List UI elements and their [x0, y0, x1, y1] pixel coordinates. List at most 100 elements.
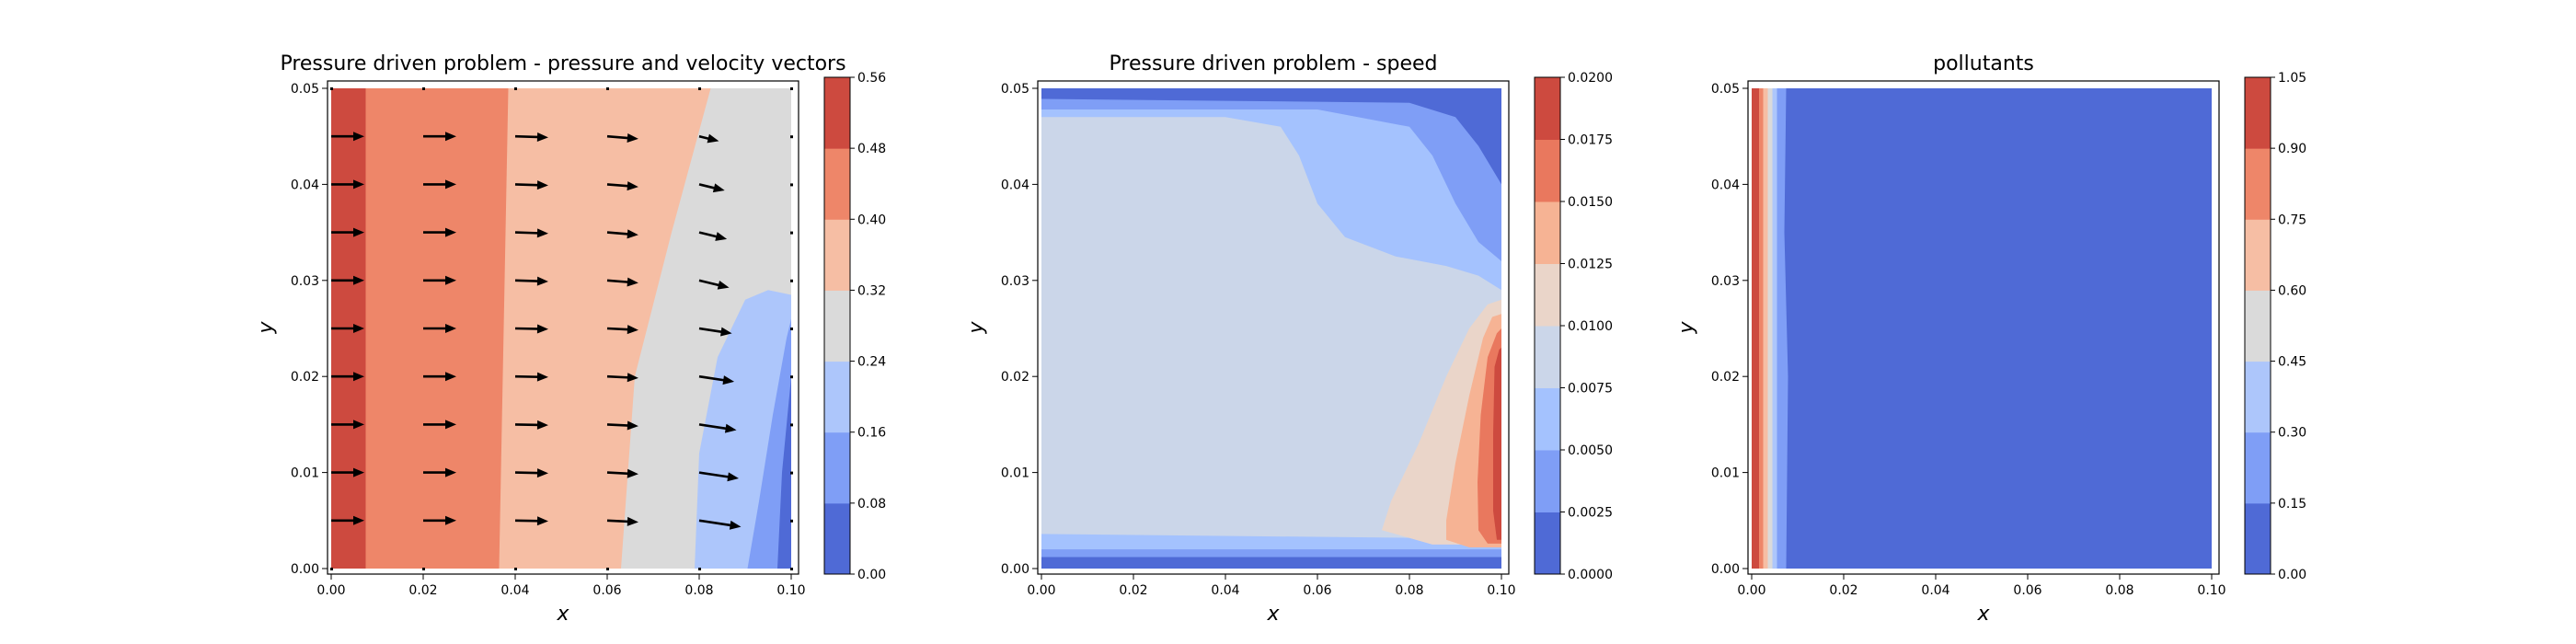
- colorbar-tick-label: 0.08: [857, 497, 886, 512]
- x-tick-label: 0.02: [1829, 583, 1857, 598]
- y-tick-label: 0.02: [1711, 370, 1740, 385]
- velocity-vector: [423, 420, 456, 430]
- x-tick-label: 0.04: [1211, 583, 1239, 598]
- x-tick-label: 0.06: [2013, 583, 2041, 598]
- colorbar-tick-label: 0.40: [857, 213, 886, 227]
- velocity-vector: [606, 87, 609, 90]
- chart-title: pollutants: [1933, 52, 2034, 75]
- colorbar-tick-label: 0.45: [2278, 355, 2306, 370]
- colorbar-segment: [824, 77, 850, 149]
- chart-title: Pressure driven problem - speed: [1110, 52, 1438, 75]
- velocity-vector: [698, 374, 735, 385]
- velocity-vector: [514, 324, 548, 334]
- y-tick-label: 0.01: [1711, 466, 1740, 481]
- colorbar-segment: [824, 290, 850, 362]
- colorbar-segment: [2245, 77, 2271, 149]
- y-tick-label: 0.04: [1711, 178, 1740, 192]
- velocity-vector: [514, 87, 517, 90]
- velocity-vector: [331, 275, 364, 285]
- velocity-vector: [606, 325, 638, 335]
- x-tick-label: 0.08: [2105, 583, 2133, 598]
- velocity-vector: [422, 87, 425, 90]
- velocity-vector: [423, 179, 456, 190]
- colorbar-tick-label: 0.0175: [1568, 133, 1613, 148]
- colorbar-tick-label: 0.0025: [1568, 506, 1613, 521]
- y-tick-label: 0.01: [1001, 466, 1029, 481]
- y-tick-label: 0.02: [1001, 370, 1029, 385]
- velocity-vector: [790, 423, 793, 427]
- contour-band: [1752, 88, 1755, 569]
- x-axis-label: x: [556, 603, 569, 626]
- x-tick-label: 0.00: [316, 583, 345, 598]
- velocity-vector: [698, 423, 737, 433]
- velocity-vector: [331, 420, 364, 430]
- colorbar-tick-label: 0.32: [857, 283, 886, 298]
- velocity-vector: [698, 87, 701, 90]
- colorbar-tick-label: 0.0050: [1568, 443, 1613, 458]
- y-tick-label: 0.03: [1001, 274, 1029, 289]
- colorbar-segment: [824, 431, 850, 504]
- velocity-vector: [330, 87, 333, 90]
- velocity-vector: [514, 568, 517, 570]
- x-axis: 0.00 0.02 0.04 0.06 0.08 0.10: [1027, 574, 1516, 598]
- x-tick-label: 0.06: [592, 583, 621, 598]
- x-tick-label: 0.02: [408, 583, 437, 598]
- contour-band: [331, 88, 509, 569]
- velocity-vector: [698, 568, 701, 570]
- y-tick-label: 0.00: [1001, 562, 1029, 577]
- colorbar-segment: [824, 219, 850, 291]
- x-tick-label: 0.10: [1487, 583, 1515, 598]
- colorbar-segment: [2245, 431, 2271, 504]
- velocity-vector: [331, 515, 364, 525]
- velocity-vector: [790, 279, 793, 282]
- velocity-vector: [698, 327, 732, 337]
- colorbar-tick-label: 0.60: [2278, 283, 2306, 298]
- colorbar: 0.00 0.08 0.16 0.24 0.32 0.40 0.48 0.56: [823, 71, 886, 582]
- x-tick-label: 0.00: [1737, 583, 1765, 598]
- colorbar-tick-label: 0.0150: [1568, 195, 1613, 210]
- colorbar-segment: [2245, 502, 2271, 575]
- axes-frame: [1037, 80, 1510, 575]
- velocity-vector: [606, 568, 609, 570]
- velocity-vector: [698, 471, 740, 482]
- colorbar-tick-label: 0.0100: [1568, 319, 1613, 334]
- colorbar-tick-label: 0.00: [2278, 568, 2306, 582]
- y-tick-label: 0.05: [1001, 82, 1029, 97]
- x-tick-label: 0.08: [1395, 583, 1423, 598]
- colorbar-tick-label: 1.05: [2278, 71, 2306, 86]
- x-tick-label: 0.10: [776, 583, 805, 598]
- chart-pollutants: pollutants 0.00 0.02 0.04 0.06 0.08 0.10 0.00…: [1675, 52, 2306, 626]
- velocity-vector: [514, 468, 548, 478]
- contour-band: [1493, 347, 1501, 540]
- x-axis: 0.00 0.02 0.04 0.06 0.08 0.10: [316, 574, 806, 598]
- y-tick-label: 0.03: [1711, 274, 1740, 289]
- y-tick-label: 0.03: [291, 274, 319, 289]
- colorbar-segment: [1535, 512, 1560, 575]
- velocity-vector: [790, 183, 793, 187]
- y-tick-label: 0.01: [291, 466, 319, 481]
- contour-band: [1041, 117, 1501, 540]
- colorbar-segment: [1535, 387, 1560, 451]
- velocity-vector: [423, 324, 456, 333]
- velocity-vector: [422, 568, 425, 570]
- velocity-vector: [331, 132, 364, 142]
- colorbar-tick-label: 0.56: [857, 71, 886, 86]
- velocity-vector: [790, 568, 793, 570]
- y-tick-label: 0.00: [291, 562, 319, 577]
- plot-area: [1748, 81, 2219, 574]
- velocity-vector: [331, 227, 364, 237]
- colorbar-segment: [2245, 148, 2271, 220]
- colorbar-tick-label: 0.0000: [1568, 568, 1613, 582]
- velocity-vector: [606, 516, 638, 526]
- velocity-vector: [423, 515, 456, 525]
- plot-area: [1038, 81, 1509, 574]
- y-axis: 0.00 0.01 0.02 0.03 0.04 0.05: [291, 82, 328, 577]
- colorbar-tick-label: 0.00: [857, 568, 886, 582]
- velocity-vector: [331, 179, 364, 190]
- velocity-vector: [698, 183, 725, 193]
- chart-speed: Pressure driven problem - speed 0.00 0.02…: [965, 52, 1613, 626]
- colorbar-segment: [1535, 263, 1560, 327]
- y-axis: 0.00 0.01 0.02 0.03 0.04 0.05: [1711, 82, 1748, 577]
- plot-area: [328, 81, 799, 574]
